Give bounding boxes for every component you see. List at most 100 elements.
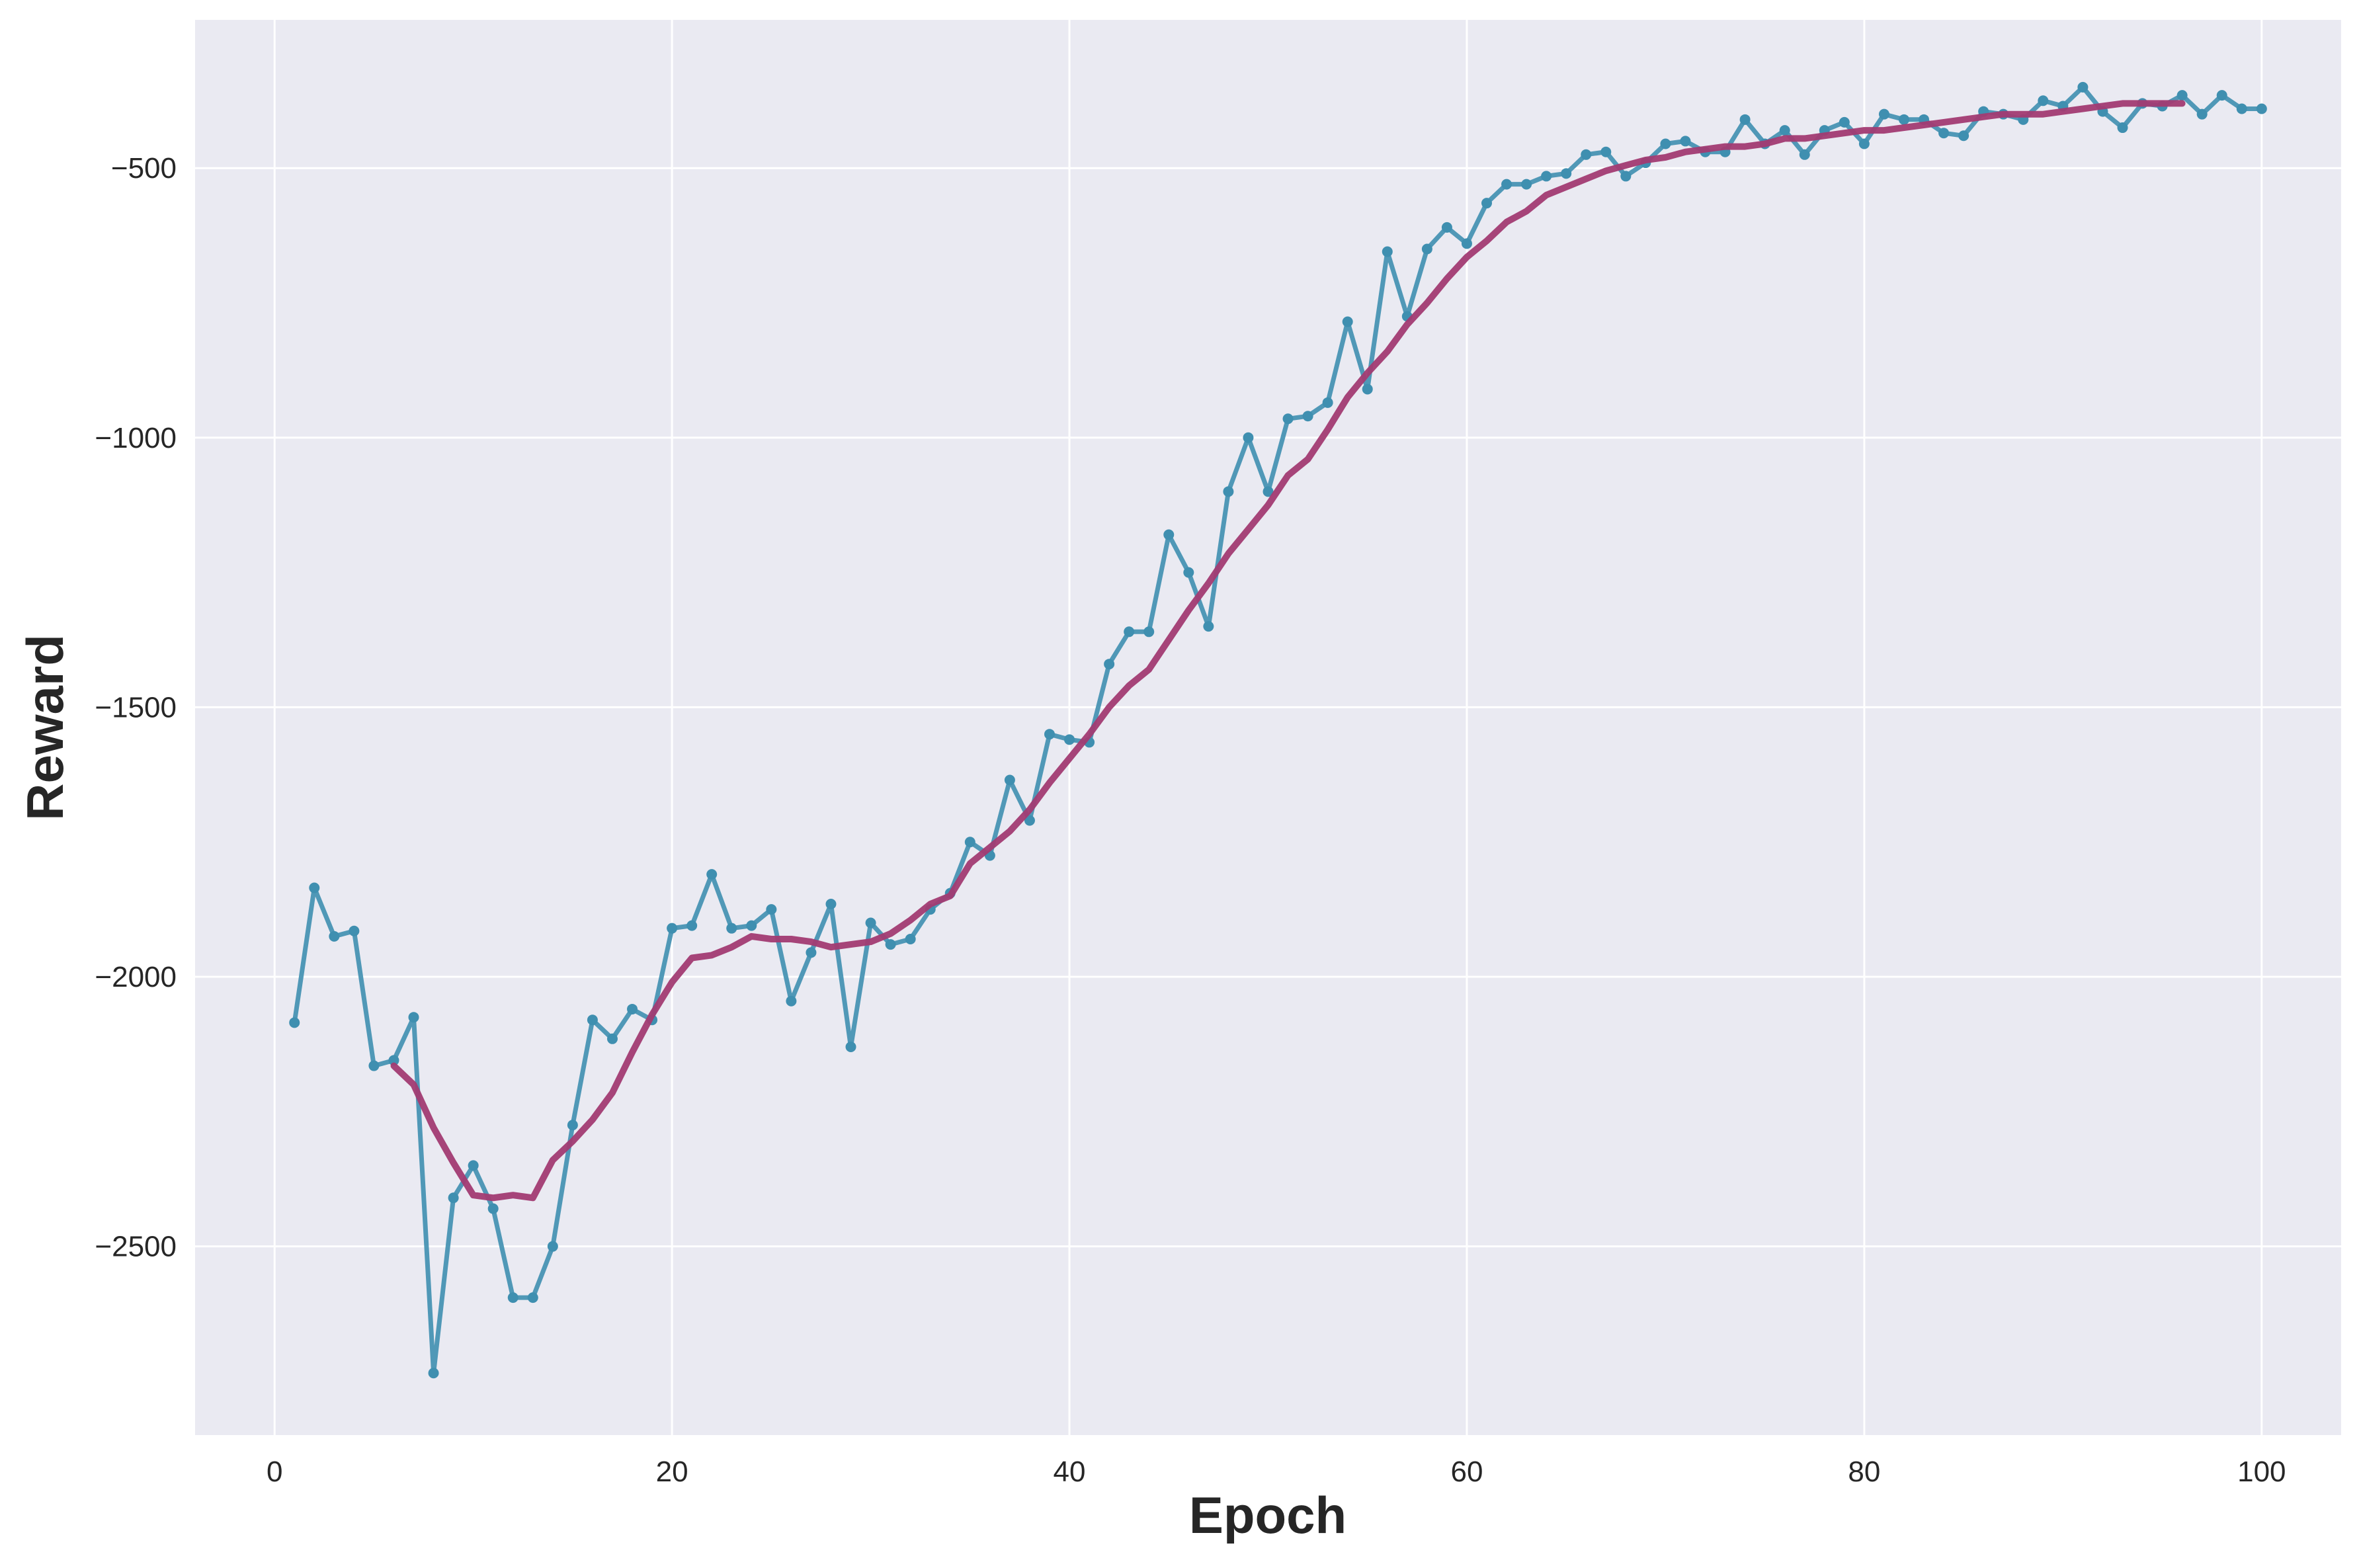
raw-reward-point — [2038, 95, 2049, 106]
raw-reward-point — [1024, 815, 1035, 826]
raw-reward-point — [627, 1003, 638, 1014]
raw-reward-point — [2196, 108, 2208, 120]
x-tick-label: 20 — [656, 1456, 688, 1488]
raw-reward-point — [1461, 238, 1472, 249]
raw-reward-point — [1600, 146, 1612, 157]
raw-reward-point — [766, 904, 777, 915]
raw-reward-point — [1620, 171, 1632, 182]
raw-reward-point — [1739, 114, 1751, 125]
x-tick-label: 60 — [1450, 1456, 1483, 1488]
raw-reward-point — [2077, 81, 2089, 93]
raw-reward-point — [1143, 626, 1155, 638]
raw-reward-point — [1799, 149, 1810, 160]
series-layer — [289, 81, 2267, 1379]
raw-reward-point — [507, 1292, 518, 1303]
raw-reward-point — [1044, 729, 1055, 740]
raw-reward-point — [349, 925, 360, 936]
raw-reward-point — [2256, 103, 2267, 114]
raw-reward-point — [1501, 179, 1512, 190]
raw-reward-point — [1183, 567, 1194, 578]
raw-reward-point — [1263, 486, 1274, 497]
raw-reward-point — [1382, 246, 1393, 257]
raw-reward-point — [547, 1241, 558, 1252]
raw-reward-point — [2117, 122, 2128, 134]
raw-reward-point — [806, 947, 817, 958]
raw-reward-point — [1680, 136, 1691, 147]
raw-reward-point — [845, 1042, 856, 1053]
raw-reward-point — [1581, 149, 1592, 160]
y-tick-label: −1000 — [95, 422, 177, 454]
raw-reward-point — [1362, 384, 1373, 395]
raw-reward-point — [1878, 108, 1889, 120]
y-tick-label: −2000 — [95, 961, 177, 993]
raw-reward-markers — [289, 81, 2267, 1379]
y-tick-labels: −2500 −2000 −1500 −1000 −500 — [95, 152, 177, 1262]
y-tick-label: −1500 — [95, 691, 177, 723]
raw-reward-point — [289, 1017, 300, 1028]
raw-reward-point — [1302, 411, 1313, 422]
raw-reward-point — [1104, 659, 1115, 670]
raw-reward-point — [606, 1033, 618, 1044]
raw-reward-point — [1282, 413, 1294, 425]
raw-reward-point — [1858, 138, 1870, 149]
x-tick-label: 40 — [1054, 1456, 1086, 1488]
raw-reward-point — [905, 933, 916, 944]
plot-area — [195, 20, 2341, 1435]
x-axis-label: Epoch — [1189, 1486, 1346, 1544]
y-tick-label: −2500 — [95, 1231, 177, 1263]
x-tick-label: 80 — [1848, 1456, 1880, 1488]
raw-reward-point — [1938, 128, 1950, 139]
raw-reward-point — [1163, 529, 1175, 540]
raw-reward-point — [1541, 171, 1552, 182]
raw-reward-point — [1203, 621, 1214, 632]
raw-reward-point — [1779, 125, 1790, 136]
raw-reward-point — [309, 882, 320, 893]
raw-reward-point — [527, 1292, 538, 1303]
raw-reward-point — [1124, 626, 1135, 638]
raw-reward-point — [1660, 138, 1671, 149]
x-tick-label: 100 — [2237, 1456, 2286, 1488]
raw-reward-point — [1898, 114, 1909, 125]
raw-reward-point — [1561, 168, 1572, 179]
raw-reward-point — [686, 920, 698, 931]
x-tick-label: 0 — [267, 1456, 282, 1488]
raw-reward-point — [1421, 243, 1432, 255]
raw-reward-point — [428, 1368, 439, 1379]
smoothed-reward-line — [390, 100, 2186, 1202]
raw-reward-point — [1521, 179, 1532, 190]
raw-reward-point — [329, 930, 340, 942]
raw-reward-point — [1958, 130, 1969, 142]
raw-reward-point — [885, 939, 896, 950]
raw-reward-point — [1004, 774, 1015, 786]
raw-reward-point — [567, 1120, 578, 1131]
x-tick-labels: 0 20 40 60 80 100 — [267, 1456, 2286, 1488]
raw-reward-point — [1322, 397, 1333, 408]
y-axis-label: Reward — [16, 634, 74, 821]
raw-reward-point — [2236, 103, 2247, 114]
raw-reward-point — [726, 923, 737, 934]
raw-reward-point — [487, 1203, 499, 1214]
raw-reward-point — [667, 923, 678, 934]
raw-reward-point — [786, 995, 797, 1007]
gridlines — [195, 20, 2341, 1435]
y-tick-label: −500 — [111, 152, 177, 185]
raw-reward-point — [368, 1060, 380, 1071]
raw-reward-point — [1064, 734, 1075, 745]
raw-reward-point — [706, 869, 718, 880]
raw-reward-point — [1481, 198, 1493, 209]
raw-reward-point — [587, 1014, 598, 1026]
raw-reward-point — [865, 917, 876, 928]
raw-reward-point — [746, 920, 757, 931]
raw-reward-point — [2216, 90, 2227, 101]
raw-reward-point — [1342, 316, 1353, 327]
raw-reward-point — [448, 1192, 459, 1204]
raw-reward-point — [2176, 90, 2188, 101]
raw-reward-point — [1839, 116, 1850, 128]
raw-reward-point — [825, 898, 837, 909]
raw-reward-point — [468, 1160, 479, 1171]
raw-reward-point — [1223, 486, 1234, 497]
raw-reward-point — [964, 837, 975, 848]
raw-reward-point — [1243, 432, 1254, 443]
raw-reward-point — [1441, 222, 1452, 233]
